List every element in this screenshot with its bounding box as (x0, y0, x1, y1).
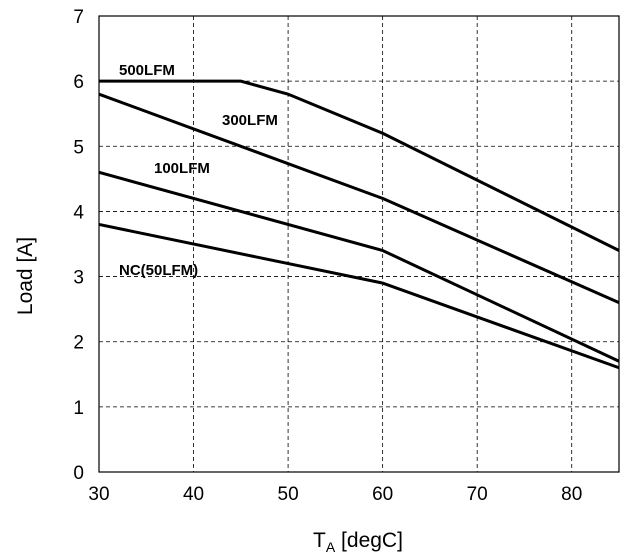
y-tick-label: 3 (73, 268, 84, 289)
series-label: 100LFM (154, 160, 210, 177)
y-tick-label: 1 (73, 398, 84, 419)
series-label: 300LFM (222, 112, 278, 129)
series-line (98, 222, 620, 370)
y-tick-label: 0 (73, 463, 84, 484)
x-axis-title: TA [degC] (313, 529, 403, 553)
x-tick-label: 70 (467, 484, 488, 505)
x-axis-title-main: T (313, 529, 326, 552)
y-tick-label: 5 (73, 137, 84, 158)
series-label: 500LFM (119, 62, 175, 79)
x-tick-label: 80 (561, 484, 582, 505)
series-lines (98, 79, 620, 370)
series-label: NC(50LFM) (119, 262, 198, 279)
x-tick-label: 40 (183, 484, 204, 505)
series-line (98, 92, 620, 305)
series-line (99, 79, 620, 252)
x-axis-title-rest: [degC] (335, 529, 403, 552)
series-labels: 500LFM 300LFM 100LFM NC(50LFM) (119, 62, 278, 279)
x-tick-label: 50 (278, 484, 299, 505)
x-axis-title-sub: A (326, 539, 336, 553)
y-tick-label: 2 (73, 333, 84, 354)
plot-frame (98, 15, 620, 473)
x-tick-label: 30 (88, 484, 109, 505)
y-tick-label: 7 (73, 7, 84, 28)
x-tick-label: 60 (372, 484, 393, 505)
y-tick-label: 6 (73, 72, 84, 93)
series-line (98, 170, 620, 363)
grid-lines (99, 16, 619, 472)
y-tick-label: 4 (73, 202, 84, 223)
y-axis-title: Load [A] (14, 237, 37, 315)
tick-labels: 30 40 50 60 70 80 0 1 2 3 4 5 6 7 (73, 7, 582, 505)
